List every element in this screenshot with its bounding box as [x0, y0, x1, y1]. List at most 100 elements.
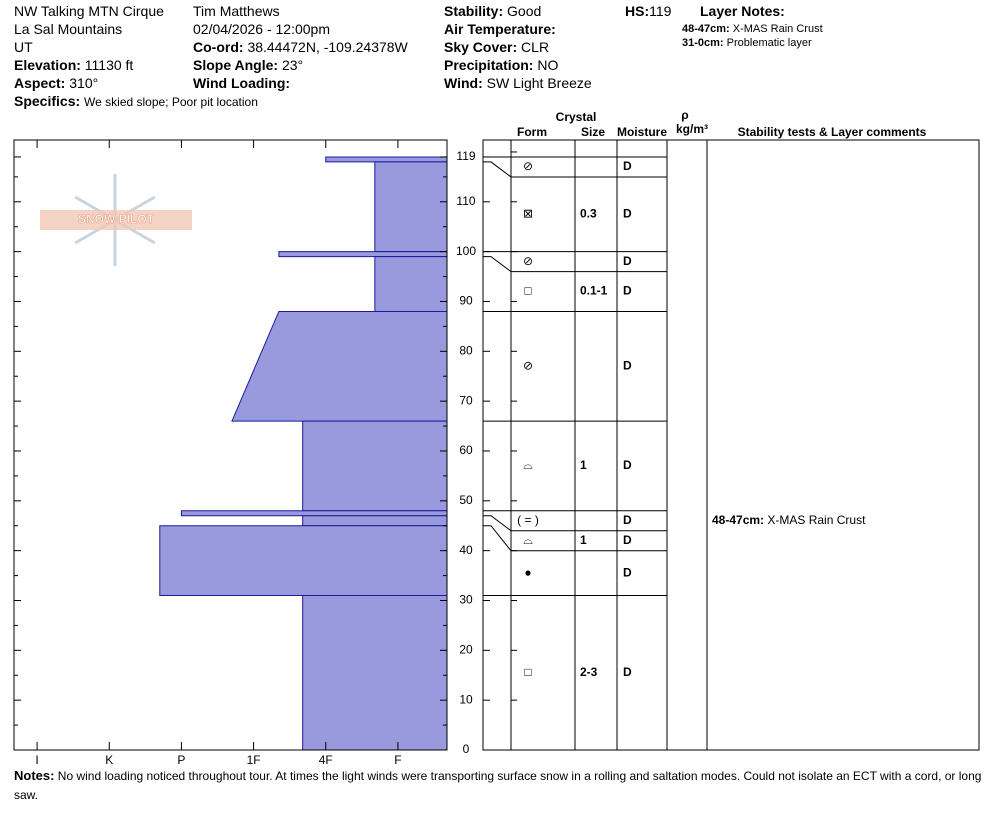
header-field: Specifics: We skied slope; Poor pit loca… [14, 93, 258, 109]
notes-text: No wind loading noticed throughout tour.… [14, 769, 982, 802]
crystal-size: 1 [580, 458, 587, 472]
moisture: D [623, 533, 632, 547]
field-label: Air Temperature: [444, 21, 556, 37]
header-field: UT [14, 39, 33, 55]
moisture: D [623, 565, 632, 579]
field-value: X-MAS Rain Crust [732, 23, 823, 35]
field-label: Elevation: [14, 57, 81, 73]
x-tick-label: 1F [247, 753, 261, 767]
comment-label: 48-47cm: [712, 513, 764, 527]
column-header: Form [517, 125, 547, 139]
y-tick-label: 110 [456, 194, 475, 208]
field-value: Problematic layer [726, 37, 812, 49]
hardness-bar [302, 515, 448, 527]
moisture: D [623, 513, 632, 527]
connector [483, 256, 512, 273]
header-field: Slope Angle: 23° [193, 57, 303, 73]
field-label: Aspect: [14, 75, 66, 91]
field-value: CLR [521, 39, 550, 55]
x-tick-label: I [35, 753, 38, 767]
field-label: Sky Cover: [444, 39, 518, 55]
y-tick-label: 80 [459, 343, 473, 357]
y-tick-label: 70 [459, 393, 473, 407]
crystal-form: □ [524, 284, 531, 298]
header-field: Tim Matthews [193, 3, 280, 19]
moisture: D [623, 358, 632, 372]
layer-notes-title: Layer Notes: [700, 3, 785, 19]
header-field: Air Temperature: [444, 21, 556, 37]
header-field: Sky Cover: CLR [444, 39, 549, 55]
header-field: Wind: SW Light Breeze [444, 75, 592, 91]
moisture: D [623, 458, 632, 472]
field-value: SW Light Breeze [486, 75, 592, 91]
field-label: Wind Loading: [193, 75, 291, 91]
header-field: Aspect: 310° [14, 75, 98, 91]
header-field: NW Talking MTN Cirque [14, 3, 164, 19]
field-label: Slope Angle: [193, 57, 279, 73]
x-tick-label: K [105, 753, 113, 767]
column-header: ρ [681, 108, 688, 122]
hardness-bar [374, 161, 448, 253]
column-header: Crystal [556, 110, 597, 124]
crystal-form: ● [524, 565, 531, 579]
y-tick-label: 0 [463, 742, 470, 756]
field-label: Stability: [444, 3, 504, 19]
field-label: 31-0cm: [682, 37, 724, 49]
crystal-form: ⊘ [523, 254, 533, 268]
moisture: D [623, 284, 632, 298]
y-tick-label: 20 [459, 642, 473, 656]
hardness-bar [159, 525, 448, 597]
connector [483, 525, 512, 552]
y-tick-label: 60 [459, 443, 473, 457]
table-frame [482, 139, 980, 751]
field-value: La Sal Mountains [14, 21, 123, 37]
crystal-form: ⊠ [523, 206, 533, 220]
connector [483, 515, 512, 532]
column-header: Stability tests & Layer comments [738, 125, 927, 139]
layer-comment: 48-47cm: X-MAS Rain Crust [712, 513, 866, 527]
crystal-form: ⊘ [523, 358, 533, 372]
header-field: 31-0cm: Problematic layer [682, 37, 812, 49]
header-field: 02/04/2026 - 12:00pm [193, 21, 330, 37]
header-field: Wind Loading: [193, 75, 290, 91]
field-value: 02/04/2026 - 12:00pm [193, 21, 330, 37]
notes-label: Notes: [14, 768, 55, 783]
hardness-bar [278, 251, 448, 258]
field-value: 38.44472N, -109.24378W [247, 39, 408, 55]
header-field: Co-ord: 38.44472N, -109.24378W [193, 39, 408, 55]
x-tick-label: F [394, 753, 401, 767]
y-tick-label: 50 [459, 493, 473, 507]
header-field: Stability: Good [444, 3, 541, 19]
field-value: NO [537, 57, 559, 73]
logo-band [40, 210, 192, 230]
plot-frame [13, 139, 448, 751]
crystal-form: ⌓ [523, 533, 533, 547]
column-header: Size [581, 125, 605, 139]
moisture: D [623, 159, 632, 173]
logo-text: SNOW PILOT [78, 212, 155, 226]
field-value: NW Talking MTN Cirque [14, 3, 164, 19]
x-tick-label: 4F [319, 753, 333, 767]
hardness-bar [302, 420, 448, 512]
y-tick-label: 10 [459, 692, 473, 706]
field-value: Tim Matthews [193, 3, 280, 19]
column-header: Moisture [617, 125, 667, 139]
connector [483, 161, 512, 178]
header-field: Elevation: 11130 ft [14, 57, 133, 73]
moisture: D [623, 665, 632, 679]
logo: SNOW PILOT [40, 174, 192, 266]
y-tick-label: 90 [459, 294, 473, 308]
notes: Notes: No wind loading noticed throughou… [14, 766, 984, 805]
field-label: Co-ord: [193, 39, 244, 55]
header-field: La Sal Mountains [14, 21, 122, 37]
header-field: Precipitation: NO [444, 57, 558, 73]
x-tick-label: P [177, 753, 185, 767]
hardness-bar [180, 510, 448, 517]
field-value: Good [507, 3, 542, 19]
y-tick-label: 119 [456, 149, 475, 163]
hardness-bar [325, 156, 448, 163]
crystal-form: ( = ) [517, 513, 539, 527]
crystal-form: ⊘ [523, 159, 533, 173]
